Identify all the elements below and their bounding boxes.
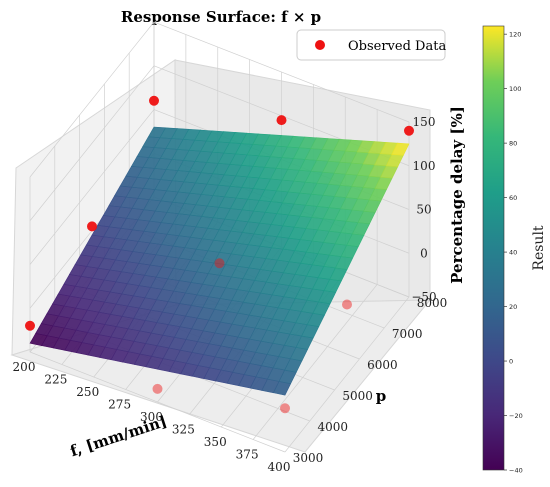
z-tick-label: 150 bbox=[413, 115, 436, 129]
legend-label: Observed Data bbox=[348, 39, 446, 54]
y-axis-label: p bbox=[376, 387, 387, 405]
observed-data-point bbox=[149, 95, 159, 106]
chart-title: Response Surface: f × p bbox=[121, 8, 321, 26]
colorbar-gradient bbox=[482, 25, 505, 471]
y-tick-label: 8000 bbox=[417, 296, 448, 310]
x-tick-label: 350 bbox=[204, 435, 227, 449]
colorbar-tick-label: 120 bbox=[509, 31, 521, 39]
gridline-z bbox=[29, 21, 410, 178]
x-axis-label: f, [mm/min] bbox=[68, 412, 169, 460]
observed-data-point bbox=[276, 115, 287, 126]
observed-data-points bbox=[25, 95, 414, 414]
gridline-z bbox=[29, 65, 410, 221]
x-tick-label: 275 bbox=[108, 398, 131, 412]
colorbar-tick-label: 40 bbox=[509, 249, 517, 257]
legend-marker bbox=[315, 40, 325, 50]
observed-data-point bbox=[342, 299, 352, 310]
x-tick-label: 250 bbox=[76, 385, 99, 399]
x-tick-label: 200 bbox=[13, 360, 36, 374]
y-tick-label: 6000 bbox=[367, 358, 398, 372]
observed-data-point bbox=[152, 383, 163, 394]
colorbar-tick-label: 80 bbox=[509, 140, 517, 148]
surface-patch bbox=[391, 142, 410, 156]
observed-data-point bbox=[25, 320, 35, 331]
x-tick-label: 325 bbox=[172, 423, 195, 437]
z-axis-label: Percentage delay [%] bbox=[448, 106, 466, 284]
z-tick-label: −50 bbox=[411, 290, 436, 304]
z-tick-label: 50 bbox=[416, 203, 431, 217]
colorbar-tick-label: −40 bbox=[509, 467, 523, 475]
response-surface bbox=[29, 126, 410, 396]
z-tick-label: 100 bbox=[413, 159, 436, 173]
observed-data-point bbox=[280, 403, 290, 414]
y-tick-label: 4000 bbox=[318, 420, 349, 434]
x-tick-label: 225 bbox=[44, 373, 67, 387]
y-tick-label: 7000 bbox=[392, 327, 423, 341]
colorbar: −40 −20 0 20 40 60 80 100 120 Result bbox=[482, 25, 547, 475]
colorbar-tick-label: 0 bbox=[509, 358, 513, 366]
colorbar-tick-label: 60 bbox=[509, 194, 517, 202]
x-tick-label: 375 bbox=[236, 448, 259, 462]
colorbar-label: Result bbox=[531, 225, 547, 271]
colorbar-tick-label: 20 bbox=[509, 303, 517, 311]
x-tick-label: 400 bbox=[268, 460, 291, 474]
y-tick-label: 5000 bbox=[342, 389, 373, 403]
y-tick-label: 3000 bbox=[293, 451, 324, 465]
colorbar-tick-label: 100 bbox=[509, 85, 521, 93]
colorbar-tick-label: −20 bbox=[509, 412, 523, 420]
legend: Observed Data bbox=[296, 29, 446, 61]
observed-data-point bbox=[87, 221, 97, 232]
z-tick-label: 0 bbox=[420, 246, 428, 260]
observed-data-point bbox=[214, 258, 225, 269]
x-tick-label: 300 bbox=[140, 410, 163, 424]
observed-data-point bbox=[404, 125, 414, 136]
